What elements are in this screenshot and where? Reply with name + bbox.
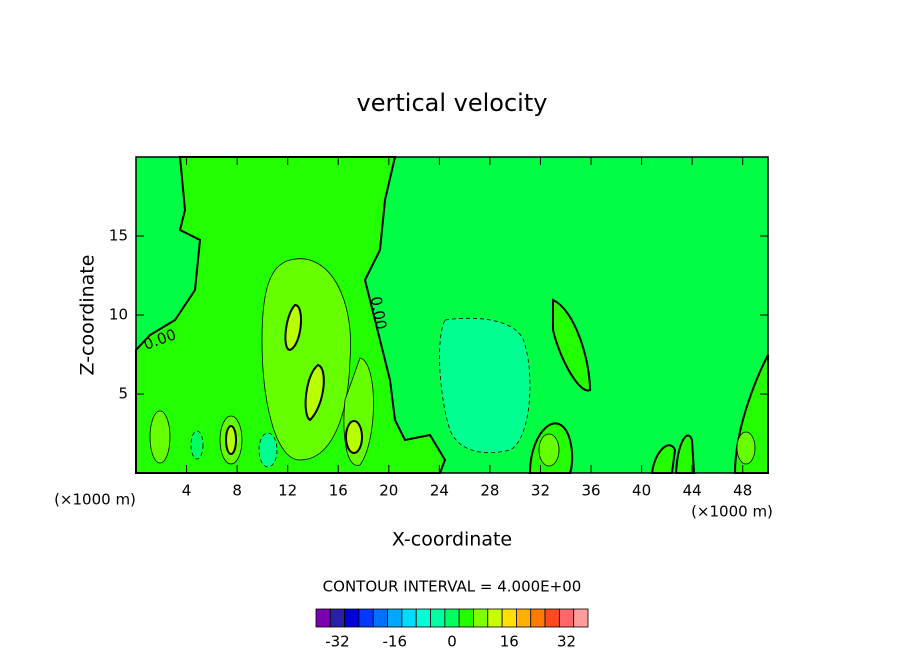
x-unit-label: (×1000 m) xyxy=(54,491,136,509)
contour-label: 0.00 xyxy=(367,295,391,331)
contour-region xyxy=(284,303,302,352)
x-axis-label: X-coordinate xyxy=(392,529,512,551)
contour-region xyxy=(439,317,531,453)
colorbar-tick-label: 0 xyxy=(447,633,457,651)
x-tick-label: 40 xyxy=(632,482,651,500)
colorbar-swatch xyxy=(544,608,560,628)
colorbar-swatch xyxy=(573,608,589,628)
colorbar-swatch xyxy=(401,608,417,628)
contour-region xyxy=(225,425,237,455)
contour-region xyxy=(261,258,352,461)
colorbar-swatch xyxy=(501,608,517,628)
colorbar-swatch xyxy=(315,608,331,628)
contour-region xyxy=(345,420,363,454)
chart-title: vertical velocity xyxy=(357,89,548,117)
colorbar-swatch xyxy=(487,608,503,628)
colorbar-swatch xyxy=(530,608,546,628)
y-axis-label: Z-coordinate xyxy=(77,255,99,376)
colorbar-swatch xyxy=(516,608,532,628)
contour-interval: CONTOUR INTERVAL = 4.000E+00 xyxy=(323,578,582,596)
x-tick-label: 20 xyxy=(379,482,398,500)
colorbar-swatch xyxy=(387,608,403,628)
x-tick-label: 28 xyxy=(480,482,499,500)
colorbar-tick-label: -32 xyxy=(325,633,350,651)
colorbar-swatch xyxy=(473,608,489,628)
colorbar-swatch xyxy=(344,608,360,628)
colorbar-swatch xyxy=(415,608,431,628)
x-tick-label: 48 xyxy=(733,482,752,500)
colorbar-swatch xyxy=(372,608,388,628)
x-unit-label: (×1000 m) xyxy=(691,503,773,521)
x-tick-label: 16 xyxy=(329,482,348,500)
colorbar-swatch xyxy=(358,608,374,628)
contour-region xyxy=(552,298,592,392)
x-tick-label: 8 xyxy=(232,482,242,500)
x-tick-label: 44 xyxy=(683,482,702,500)
contour-region xyxy=(258,432,278,468)
colorbar-swatch xyxy=(430,608,446,628)
contour-region xyxy=(650,444,677,474)
y-tick-label: 10 xyxy=(109,306,128,324)
contour-region xyxy=(674,434,696,474)
x-tick-label: 36 xyxy=(581,482,600,500)
x-tick-label: 4 xyxy=(182,482,192,500)
contour-region xyxy=(149,410,171,464)
contour-region xyxy=(736,431,756,465)
y-tick-label: 5 xyxy=(118,385,128,403)
colorbar-swatch xyxy=(458,608,474,628)
colorbar-tick-label: 16 xyxy=(500,633,519,651)
contour-region xyxy=(304,363,325,422)
x-tick-label: 24 xyxy=(430,482,449,500)
colorbar-swatch xyxy=(329,608,346,628)
colorbar-tick-label: -16 xyxy=(382,633,407,651)
colorbar-swatch xyxy=(444,608,460,628)
contour-field xyxy=(135,156,769,474)
y-tick-label: 15 xyxy=(109,227,128,245)
colorbar-swatch xyxy=(558,608,575,628)
x-tick-label: 12 xyxy=(278,482,297,500)
contour-region xyxy=(538,433,560,467)
x-tick-label: 32 xyxy=(531,482,550,500)
colorbar-tick-label: 32 xyxy=(557,633,576,651)
contour-region xyxy=(190,430,204,460)
